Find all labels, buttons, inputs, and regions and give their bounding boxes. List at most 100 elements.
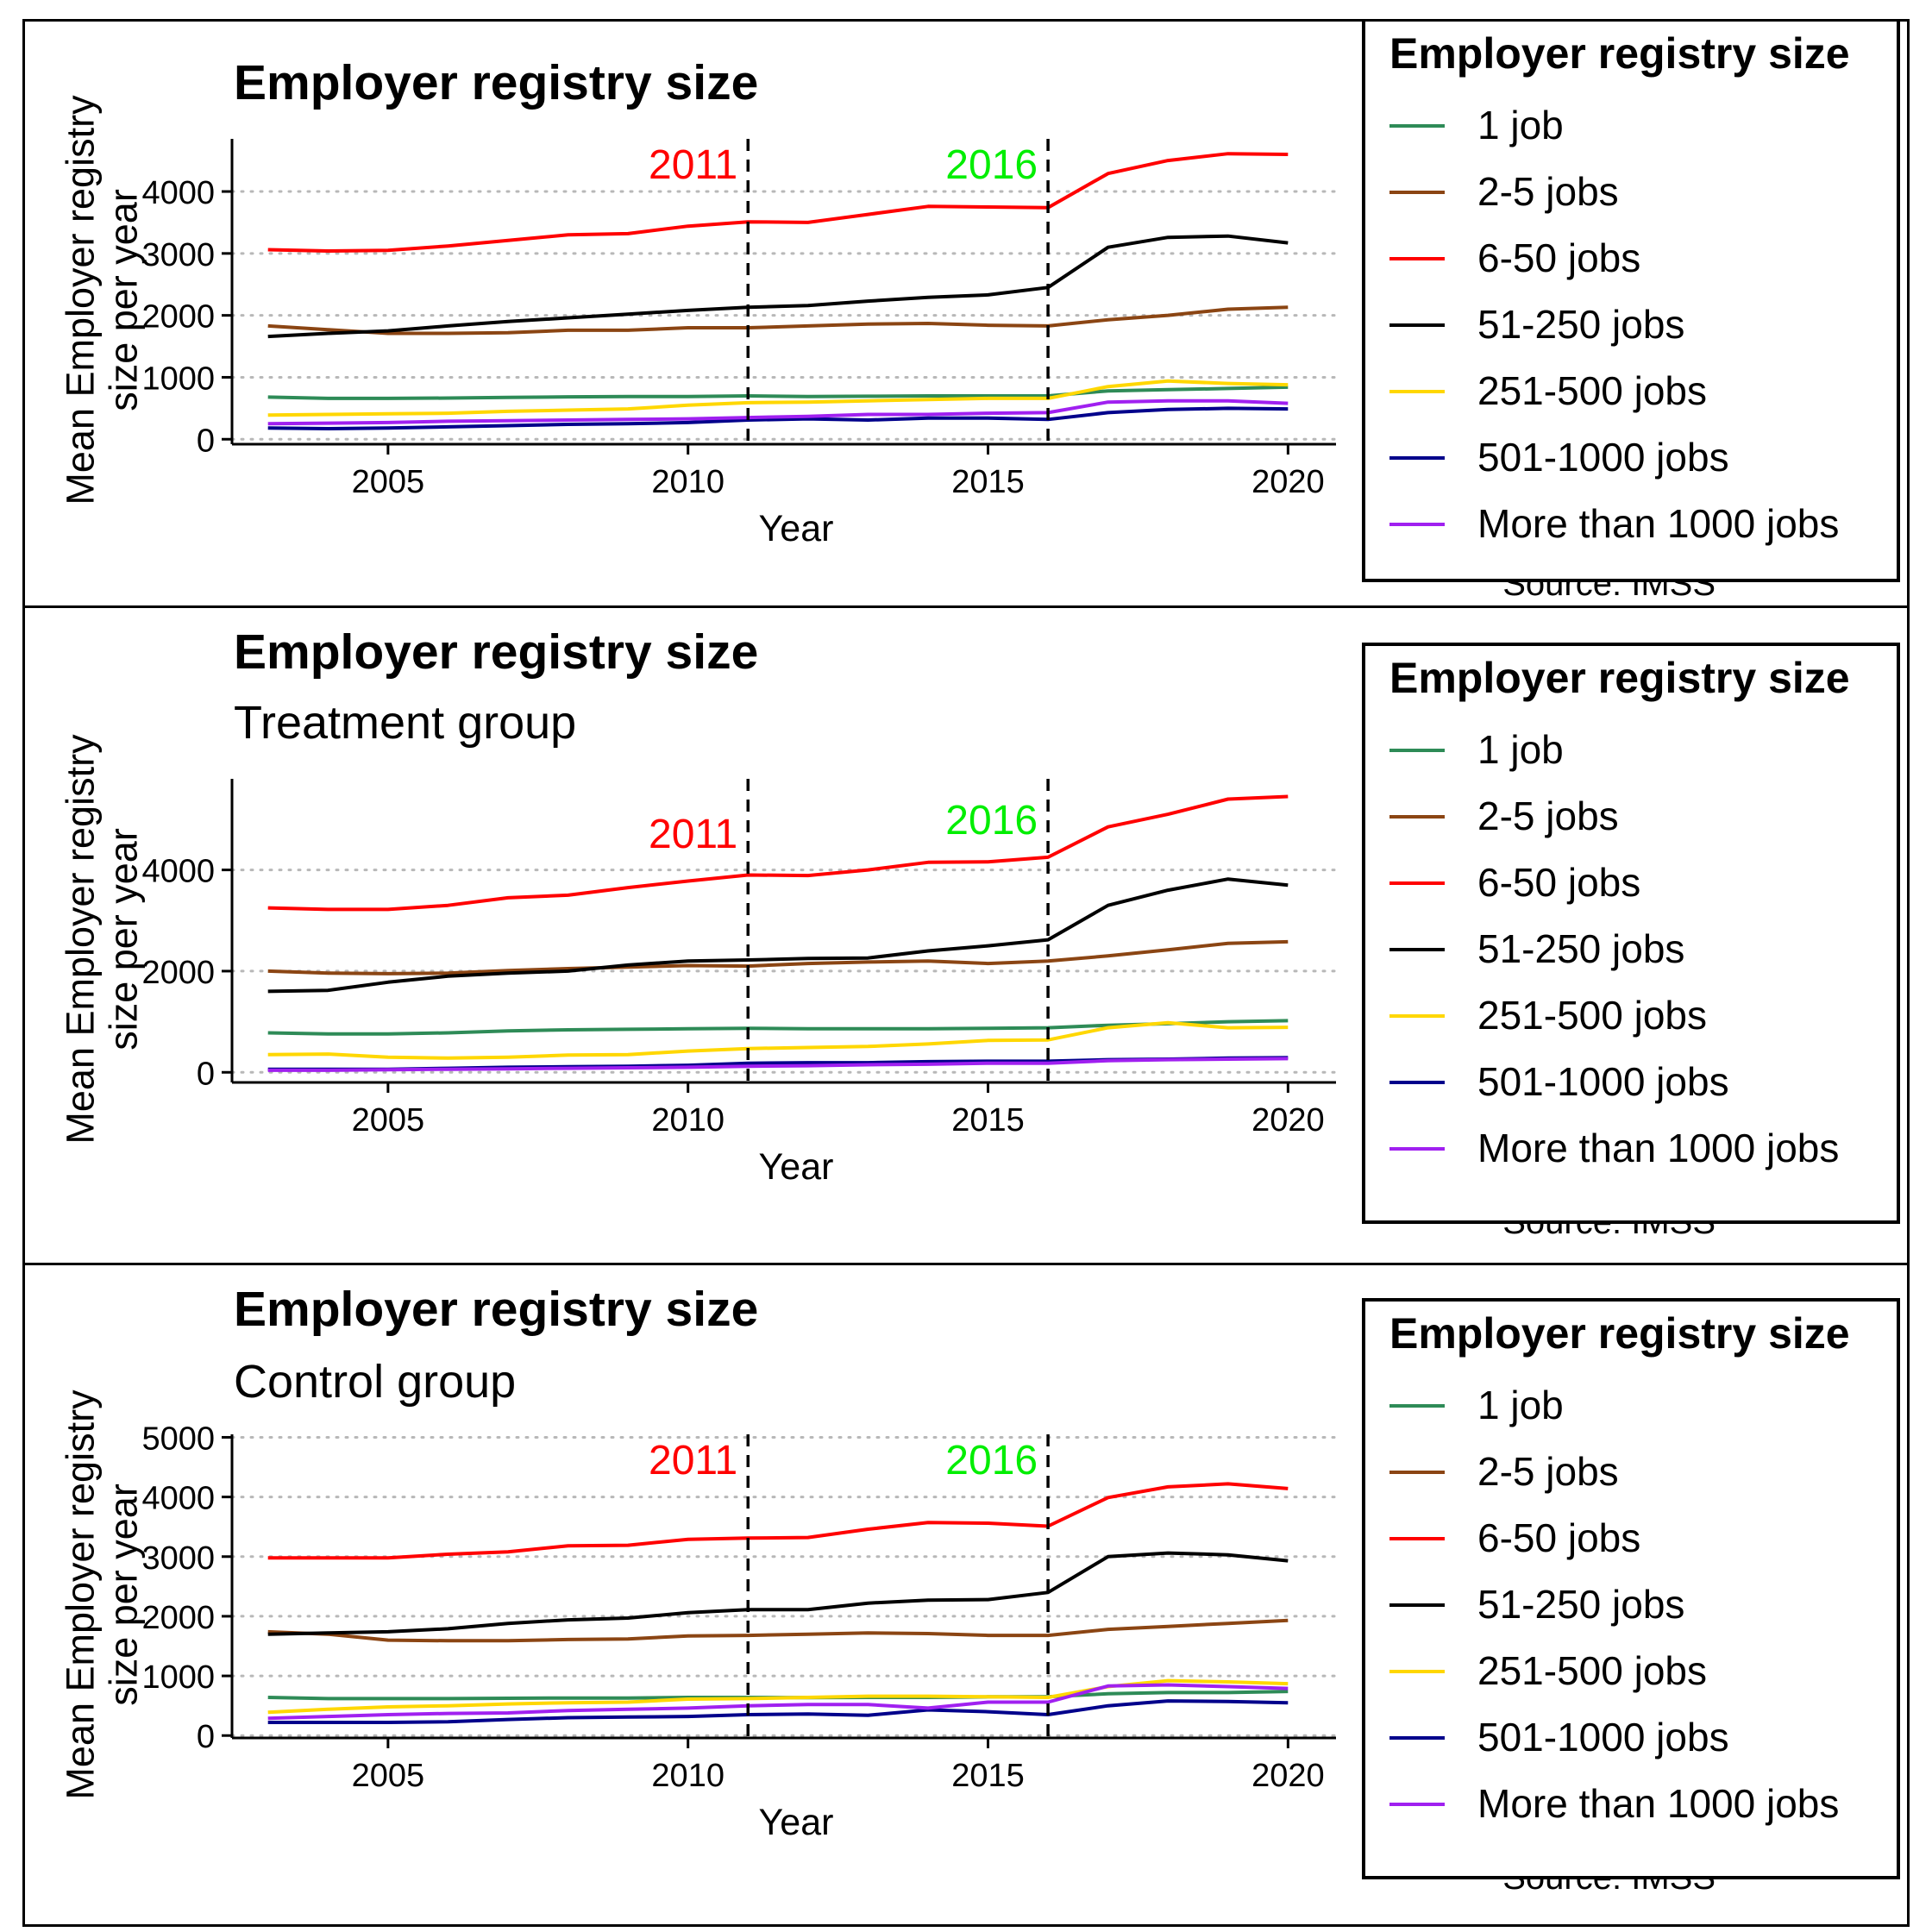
y-axis-label-line: size per year <box>102 828 146 1051</box>
y-axis-label-line: size per year <box>102 189 146 411</box>
legend-label: 1 job <box>1477 1383 1564 1427</box>
series-line-2-5-jobs <box>267 305 1289 336</box>
legend-key-line <box>1389 948 1445 951</box>
legend-item: 2-5 jobs <box>1389 166 1890 217</box>
y-tick-label: 2000 <box>141 955 215 991</box>
y-tick-label: 3000 <box>141 1540 215 1577</box>
reference-line-label: 2011 <box>649 812 737 857</box>
series-line-51-250-jobs <box>267 1551 1289 1636</box>
series-line-6-50-jobs <box>267 1482 1289 1560</box>
x-tick-label: 2015 <box>951 464 1025 500</box>
reference-line-label: 2016 <box>945 1438 1038 1484</box>
legend-item: 2-5 jobs <box>1389 1446 1890 1497</box>
series-line-more-than-1000-jobs <box>267 1057 1289 1072</box>
legend-label: 6-50 jobs <box>1477 235 1641 280</box>
reference-line-label: 2011 <box>649 1438 737 1484</box>
legend-label: 2-5 jobs <box>1477 794 1619 838</box>
legend-item: 501-1000 jobs <box>1389 431 1890 483</box>
legend-key-line <box>1389 323 1445 327</box>
x-axis-label: Year <box>759 1146 834 1188</box>
y-tick-label: 4000 <box>141 854 215 890</box>
legend-label: 251-500 jobs <box>1477 993 1707 1038</box>
legend-label: More than 1000 jobs <box>1477 1781 1840 1826</box>
legend-title: Employer registry size <box>1389 654 1850 702</box>
chart-subtitle: Control group <box>234 1356 517 1408</box>
x-tick-label: 2005 <box>352 464 425 500</box>
legend-key-line <box>1389 1537 1445 1540</box>
legend-item: 2-5 jobs <box>1389 790 1890 842</box>
y-tick-label: 2000 <box>141 1600 215 1636</box>
legend-key-line <box>1389 191 1445 194</box>
legend: Employer registry size 1 job 2-5 jobs 6-50 … <box>1362 22 1900 582</box>
plot-area: 0 1000 2000 3000 4000 2005 2010 2015 2020 Year 201… <box>141 139 1338 549</box>
reference-line-label: 2016 <box>945 798 1038 844</box>
series-line-2-5-jobs <box>267 939 1289 975</box>
y-axis-label-line: Mean Employer registry <box>58 734 103 1145</box>
legend-item: 501-1000 jobs <box>1389 1056 1890 1107</box>
y-tick-label: 0 <box>197 1056 215 1092</box>
y-axis-label-line: Mean Employer registry <box>58 95 103 505</box>
y-tick-label: 2000 <box>141 299 215 336</box>
series-line-more-than-1000-jobs <box>267 398 1289 426</box>
series-line-251-500-jobs <box>267 1020 1289 1060</box>
y-tick-label: 4000 <box>141 1481 215 1517</box>
series-line-6-50-jobs <box>267 794 1289 912</box>
y-tick-label: 0 <box>197 423 215 459</box>
legend-key-line <box>1389 390 1445 393</box>
legend-key-line <box>1389 881 1445 885</box>
y-tick-label: 4000 <box>141 175 215 211</box>
y-tick-label: 1000 <box>141 1659 215 1696</box>
legend-label: 6-50 jobs <box>1477 1515 1641 1560</box>
chart-title: Employer registry size <box>234 1282 759 1337</box>
x-tick-label: 2015 <box>951 1102 1025 1138</box>
reference-line-label: 2016 <box>945 142 1038 188</box>
legend-key-line <box>1389 1404 1445 1408</box>
series-line-251-500-jobs <box>267 379 1289 417</box>
legend-item: 251-500 jobs <box>1389 365 1890 417</box>
legend-key-line <box>1389 1736 1445 1740</box>
legend-label: 51-250 jobs <box>1477 1582 1685 1627</box>
x-tick-label: 2020 <box>1251 464 1325 500</box>
chart-panel: 0 2000 4000 2005 2010 2015 2020 Year 2011 2016 Emp… <box>22 605 1910 1266</box>
legend-item: 1 job <box>1389 99 1890 151</box>
legend-label: More than 1000 jobs <box>1477 501 1840 546</box>
chart-title: Employer registry size <box>234 55 759 110</box>
x-axis-label: Year <box>759 1802 834 1843</box>
y-axis-label-text: Mean Employer registry size per year <box>58 95 147 505</box>
series-line-6-50-jobs <box>267 152 1289 253</box>
legend-item: More than 1000 jobs <box>1389 1778 1890 1829</box>
legend-item: 6-50 jobs <box>1389 856 1890 908</box>
plot-area: 0 1000 2000 3000 4000 5000 2005 2010 2015 2020 Yea… <box>141 1421 1338 1843</box>
legend-key-line <box>1389 1081 1445 1084</box>
legend-key-line <box>1389 1603 1445 1607</box>
legend-key-line <box>1389 1471 1445 1474</box>
series-line-501-1000-jobs <box>267 406 1289 430</box>
legend-label: 51-250 jobs <box>1477 926 1685 971</box>
legend-key-line <box>1389 456 1445 460</box>
x-tick-label: 2010 <box>651 1102 724 1138</box>
legend: Employer registry size 1 job 2-5 jobs 6-50 … <box>1362 1298 1900 1879</box>
y-axis-label-text: Mean Employer registry size per year <box>58 734 147 1145</box>
legend-item: 251-500 jobs <box>1389 989 1890 1041</box>
x-tick-label: 2010 <box>651 464 724 500</box>
legend-key-line <box>1389 1014 1445 1018</box>
chart-subtitle: Treatment group <box>234 697 577 749</box>
y-axis-label-line: Mean Employer registry <box>58 1389 103 1800</box>
legend-key-line <box>1389 1670 1445 1673</box>
legend-title: Employer registry size <box>1389 29 1850 78</box>
legend-label: 251-500 jobs <box>1477 1648 1707 1693</box>
legend-item: 251-500 jobs <box>1389 1645 1890 1697</box>
legend-item: More than 1000 jobs <box>1389 498 1890 549</box>
chart-title: Employer registry size <box>234 624 759 680</box>
x-tick-label: 2010 <box>651 1758 724 1794</box>
legend-item: 501-1000 jobs <box>1389 1711 1890 1763</box>
legend-item: 51-250 jobs <box>1389 923 1890 975</box>
x-tick-label: 2005 <box>352 1758 425 1794</box>
legend-label: 501-1000 jobs <box>1477 1059 1729 1104</box>
series-line-more-than-1000-jobs <box>267 1683 1289 1721</box>
legend-label: 1 job <box>1477 727 1564 772</box>
y-tick-label: 0 <box>197 1719 215 1755</box>
x-tick-label: 2020 <box>1251 1758 1325 1794</box>
legend-key-line <box>1389 815 1445 819</box>
legend-key-line <box>1389 1803 1445 1806</box>
